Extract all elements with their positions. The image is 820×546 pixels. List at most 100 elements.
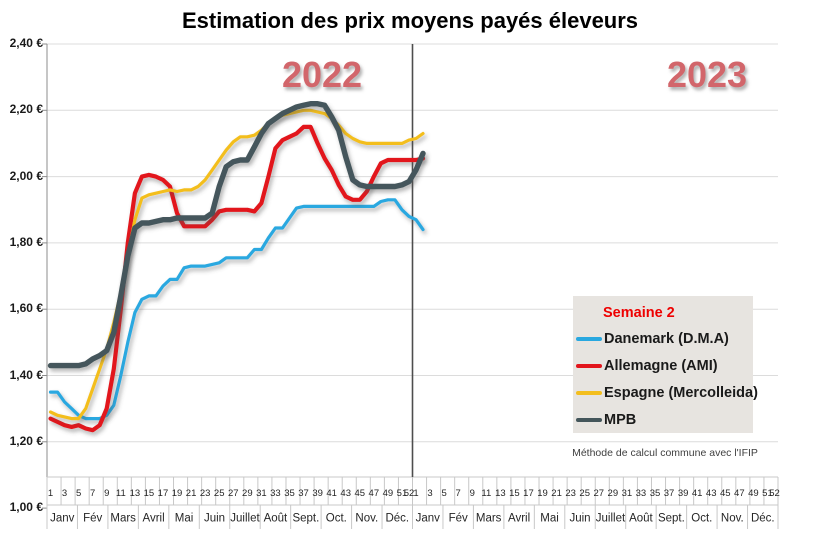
legend-item-label: Espagne (Mercolleida) <box>604 384 758 401</box>
month-tick-label: Fév <box>449 513 468 525</box>
legend-item: Allemagne (AMI) <box>573 352 753 379</box>
week-tick-label: 21 <box>551 488 562 499</box>
legend-line-swatch <box>576 363 602 368</box>
month-tick-label: Janv <box>416 513 441 525</box>
week-tick-label: 1 <box>413 488 418 499</box>
month-tick-label: Août <box>264 513 288 525</box>
week-tick-label: 29 <box>608 488 619 499</box>
week-tick-label: 49 <box>383 488 394 499</box>
week-tick-label: 45 <box>720 488 731 499</box>
month-tick-label: Avril <box>143 513 165 525</box>
legend-title: Semaine 2 <box>603 305 675 321</box>
week-tick-label: 41 <box>692 488 703 499</box>
month-tick-label: Janv <box>50 513 75 525</box>
week-tick-label: 37 <box>664 488 675 499</box>
month-tick-label: Avril <box>508 513 530 525</box>
y-tick-label: 1,80 € <box>9 234 43 249</box>
week-tick-label: 13 <box>130 488 141 499</box>
week-tick-label: 21 <box>186 488 197 499</box>
y-tick-label: 1,40 € <box>9 367 43 382</box>
week-tick-label: 51 <box>397 488 408 499</box>
month-tick-label: Nov. <box>355 513 378 525</box>
month-tick-label: Oct. <box>326 513 347 525</box>
week-tick-label: 25 <box>579 488 590 499</box>
week-tick-label: 19 <box>537 488 548 499</box>
week-tick-label: 29 <box>242 488 253 499</box>
legend-item-label: MPB <box>604 411 637 428</box>
week-tick-label: 45 <box>354 488 365 499</box>
month-tick-label: Mars <box>476 513 502 525</box>
week-tick-label: 27 <box>593 488 604 499</box>
week-tick-label: 52 <box>404 488 415 499</box>
series-line-danemark-d-m-a <box>48 198 425 421</box>
month-tick-label: Déc. <box>751 513 775 525</box>
week-tick-label: 5 <box>76 488 81 499</box>
legend: Semaine 2 Danemark (D.M.A) Allemagne (AMI… <box>573 296 758 433</box>
legend-item: Espagne (Mercolleida) <box>573 379 758 406</box>
week-tick-label: 49 <box>748 488 759 499</box>
week-tick-label: 17 <box>158 488 169 499</box>
week-tick-label: 33 <box>270 488 281 499</box>
legend-item-label: Danemark (D.M.A) <box>604 330 729 347</box>
week-tick-label: 33 <box>636 488 647 499</box>
week-tick-label: 17 <box>523 488 534 499</box>
week-tick-label: 19 <box>172 488 183 499</box>
week-tick-label: 3 <box>427 488 432 499</box>
legend-line-swatch <box>576 336 602 341</box>
month-tick-label: Nov. <box>721 513 744 525</box>
month-tick-label: Juin <box>569 513 590 525</box>
month-tick-label: Oct. <box>691 513 712 525</box>
legend-item-label: Allemagne (AMI) <box>604 357 718 374</box>
month-tick-label: Déc. <box>385 513 409 525</box>
week-tick-label: 37 <box>298 488 309 499</box>
week-tick-label: 1 <box>48 488 53 499</box>
legend-line-swatch <box>576 390 602 395</box>
y-tick-label: 2,20 € <box>9 102 43 117</box>
week-tick-label: 47 <box>734 488 745 499</box>
month-tick-label: Fév <box>83 513 102 525</box>
footnote: Méthode de calcul commune avec l'IFIP <box>572 447 758 459</box>
y-tick-label: 1,00 € <box>9 500 43 515</box>
week-tick-label: 15 <box>509 488 520 499</box>
month-tick-label: Mars <box>110 513 136 525</box>
y-tick-label: 2,00 € <box>9 168 43 183</box>
legend-entries: Danemark (D.M.A) Allemagne (AMI) Espagne (… <box>573 325 758 433</box>
week-tick-label: 47 <box>369 488 380 499</box>
week-tick-label: 35 <box>284 488 295 499</box>
series-line-allemagne-ami <box>48 124 426 433</box>
week-tick-label: 11 <box>116 488 126 499</box>
month-tick-label: Juillet <box>230 513 260 525</box>
year-label-2023: 2023 <box>666 54 748 95</box>
week-tick-label: 31 <box>622 488 633 499</box>
week-tick-label: 13 <box>495 488 506 499</box>
series-line-mpb <box>47 100 426 369</box>
month-tick-label: Mai <box>540 513 559 525</box>
week-tick-label: 3 <box>62 488 67 499</box>
week-tick-label: 25 <box>214 488 225 499</box>
legend-item: Danemark (D.M.A) <box>573 325 753 352</box>
week-tick-label: 31 <box>256 488 267 499</box>
week-tick-label: 52 <box>769 488 780 499</box>
month-tick-label: Sept. <box>292 513 319 525</box>
month-tick-label: Mai <box>175 513 194 525</box>
week-tick-label: 11 <box>481 488 491 499</box>
legend-item: MPB <box>573 406 753 433</box>
y-tick-label: 1,20 € <box>9 433 43 448</box>
month-tick-label: Sept. <box>658 513 685 525</box>
y-tick-label: 2,40 € <box>9 36 43 50</box>
month-tick-label: Août <box>629 513 653 525</box>
legend-line-swatch <box>576 417 602 422</box>
week-tick-label: 9 <box>104 488 109 499</box>
week-tick-label: 23 <box>200 488 211 499</box>
year-label-2022: 2022 <box>281 54 363 95</box>
week-tick-label: 7 <box>456 488 461 499</box>
week-tick-label: 41 <box>326 488 337 499</box>
page-title: Estimation des prix moyens payés éleveur… <box>181 8 639 33</box>
week-tick-label: 35 <box>650 488 661 499</box>
week-tick-label: 27 <box>228 488 239 499</box>
week-tick-label: 39 <box>312 488 323 499</box>
week-tick-label: 43 <box>340 488 351 499</box>
week-tick-label: 39 <box>678 488 689 499</box>
